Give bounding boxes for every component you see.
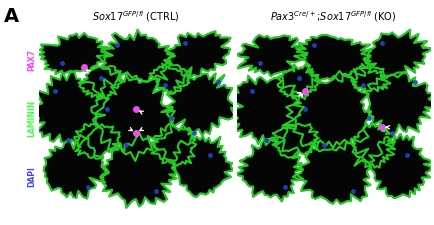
Polygon shape [165, 31, 230, 78]
Polygon shape [235, 35, 307, 76]
Polygon shape [368, 134, 432, 198]
Polygon shape [293, 35, 370, 82]
Polygon shape [292, 140, 370, 204]
Text: $\it{Pax3}^{\it{Cre/+}}$;$\it{Sox17}^{\it{GFP/fl}}$ (KO): $\it{Pax3}^{\it{Cre/+}}$;$\it{Sox17}^{\i… [270, 9, 396, 24]
Polygon shape [102, 133, 176, 208]
Text: PAX7: PAX7 [27, 49, 36, 71]
Polygon shape [79, 66, 123, 100]
Text: A: A [4, 7, 20, 26]
Polygon shape [352, 123, 395, 168]
Polygon shape [74, 124, 120, 159]
Polygon shape [166, 73, 234, 136]
Polygon shape [30, 72, 108, 143]
Text: LAMININ: LAMININ [27, 99, 36, 137]
Polygon shape [277, 63, 320, 99]
Polygon shape [346, 64, 389, 92]
Polygon shape [43, 137, 106, 199]
Polygon shape [361, 30, 430, 77]
Polygon shape [149, 62, 190, 93]
Polygon shape [268, 124, 318, 158]
Polygon shape [235, 138, 302, 201]
Polygon shape [39, 33, 112, 74]
Polygon shape [96, 30, 175, 82]
Polygon shape [91, 72, 174, 161]
Polygon shape [151, 124, 196, 166]
Polygon shape [365, 72, 434, 134]
Polygon shape [229, 76, 303, 145]
Polygon shape [282, 71, 368, 151]
Text: DAPI: DAPI [27, 166, 36, 187]
Polygon shape [171, 136, 232, 197]
Text: $\it{Sox17}^{\it{GFP/fl}}$ (CTRL): $\it{Sox17}^{\it{GFP/fl}}$ (CTRL) [92, 9, 180, 24]
